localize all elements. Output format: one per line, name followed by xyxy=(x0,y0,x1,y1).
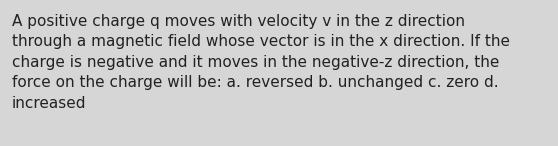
Text: A positive charge q moves with velocity v in the z direction
through a magnetic : A positive charge q moves with velocity … xyxy=(12,14,510,111)
